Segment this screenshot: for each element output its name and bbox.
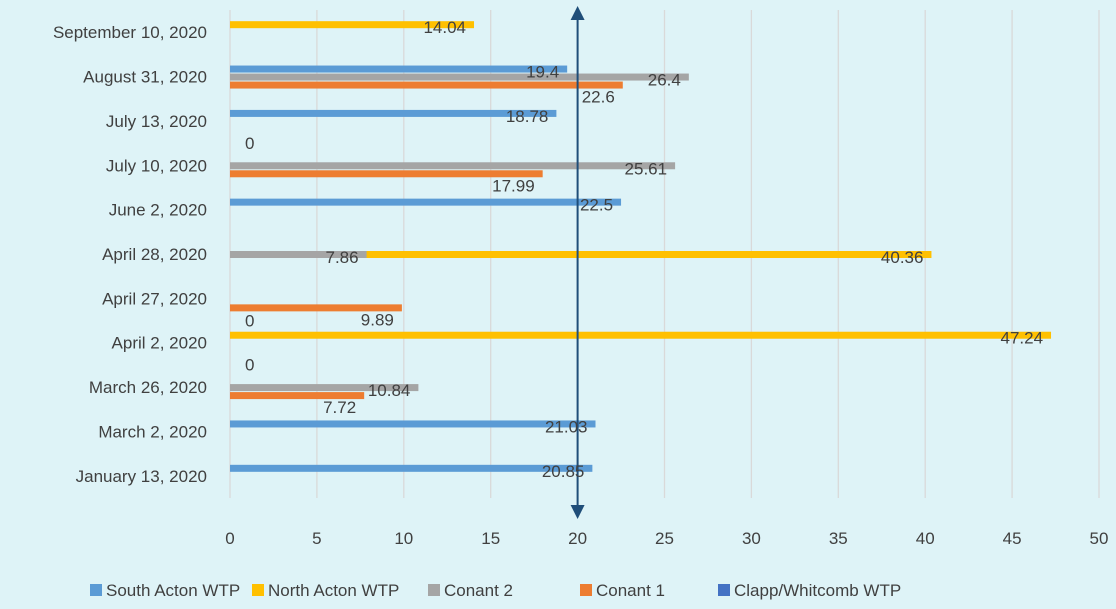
legend-swatch bbox=[580, 584, 592, 596]
category-label: April 2, 2020 bbox=[112, 334, 207, 353]
data-label: 0 bbox=[245, 134, 254, 153]
bar bbox=[230, 21, 475, 29]
category-label: March 2, 2020 bbox=[98, 422, 207, 441]
category-label: April 27, 2020 bbox=[102, 289, 207, 308]
bar bbox=[230, 384, 419, 392]
category-label: September 10, 2020 bbox=[53, 23, 207, 42]
legend-label: Clapp/Whitcomb WTP bbox=[734, 581, 901, 600]
data-label: 10.84 bbox=[368, 381, 411, 400]
reference-arrow-up bbox=[570, 6, 585, 20]
data-label: 47.24 bbox=[1000, 329, 1043, 348]
bar bbox=[230, 162, 676, 170]
category-label: July 13, 2020 bbox=[106, 112, 207, 131]
x-tick-label: 20 bbox=[568, 529, 587, 548]
x-tick-label: 5 bbox=[312, 529, 321, 548]
x-tick-label: 35 bbox=[829, 529, 848, 548]
legend-label: Conant 2 bbox=[444, 581, 513, 600]
data-label: 19.4 bbox=[526, 63, 559, 82]
legend-swatch bbox=[718, 584, 730, 596]
data-label: 26.4 bbox=[648, 71, 681, 90]
bar bbox=[230, 251, 367, 258]
category-label: July 10, 2020 bbox=[106, 156, 207, 175]
bar bbox=[230, 304, 402, 312]
data-label: 7.72 bbox=[323, 398, 356, 417]
data-label: 17.99 bbox=[492, 176, 535, 195]
x-tick-label: 25 bbox=[655, 529, 674, 548]
x-tick-label: 0 bbox=[225, 529, 234, 548]
data-label: 20.85 bbox=[542, 462, 585, 481]
bar bbox=[230, 109, 557, 117]
bar bbox=[230, 331, 1052, 339]
data-label: 22.6 bbox=[582, 88, 615, 107]
data-label: 40.36 bbox=[881, 248, 924, 267]
category-label: August 31, 2020 bbox=[83, 68, 207, 87]
legend-label: Conant 1 bbox=[596, 581, 665, 600]
reference-arrow-down bbox=[570, 505, 585, 519]
x-tick-label: 30 bbox=[742, 529, 761, 548]
data-label: 14.04 bbox=[423, 18, 466, 37]
bar bbox=[230, 81, 623, 89]
legend-swatch bbox=[428, 584, 440, 596]
data-label: 22.5 bbox=[580, 196, 613, 215]
data-label: 0 bbox=[245, 311, 254, 330]
data-label: 21.03 bbox=[545, 417, 588, 436]
category-label: June 2, 2020 bbox=[109, 201, 207, 220]
category-label: January 13, 2020 bbox=[76, 467, 207, 486]
bar bbox=[230, 170, 543, 178]
legend-swatch bbox=[90, 584, 102, 596]
bar bbox=[230, 198, 622, 206]
bar bbox=[230, 65, 568, 73]
legend-swatch bbox=[252, 584, 264, 596]
data-label: 18.78 bbox=[506, 107, 549, 126]
bar bbox=[230, 251, 932, 258]
bar bbox=[230, 420, 596, 428]
legend-label: North Acton WTP bbox=[268, 581, 399, 600]
data-label: 7.86 bbox=[326, 248, 359, 267]
x-tick-label: 10 bbox=[394, 529, 413, 548]
bar bbox=[230, 73, 689, 81]
category-label: March 26, 2020 bbox=[89, 378, 207, 397]
data-label: 0 bbox=[245, 356, 254, 375]
data-label: 25.61 bbox=[625, 159, 668, 178]
data-label: 9.89 bbox=[361, 310, 394, 329]
x-tick-label: 40 bbox=[916, 529, 935, 548]
x-tick-label: 15 bbox=[481, 529, 500, 548]
x-tick-label: 45 bbox=[1003, 529, 1022, 548]
bar bbox=[230, 392, 365, 400]
bar bbox=[230, 464, 593, 472]
legend-label: South Acton WTP bbox=[106, 581, 240, 600]
x-tick-label: 50 bbox=[1090, 529, 1109, 548]
category-label: April 28, 2020 bbox=[102, 245, 207, 264]
